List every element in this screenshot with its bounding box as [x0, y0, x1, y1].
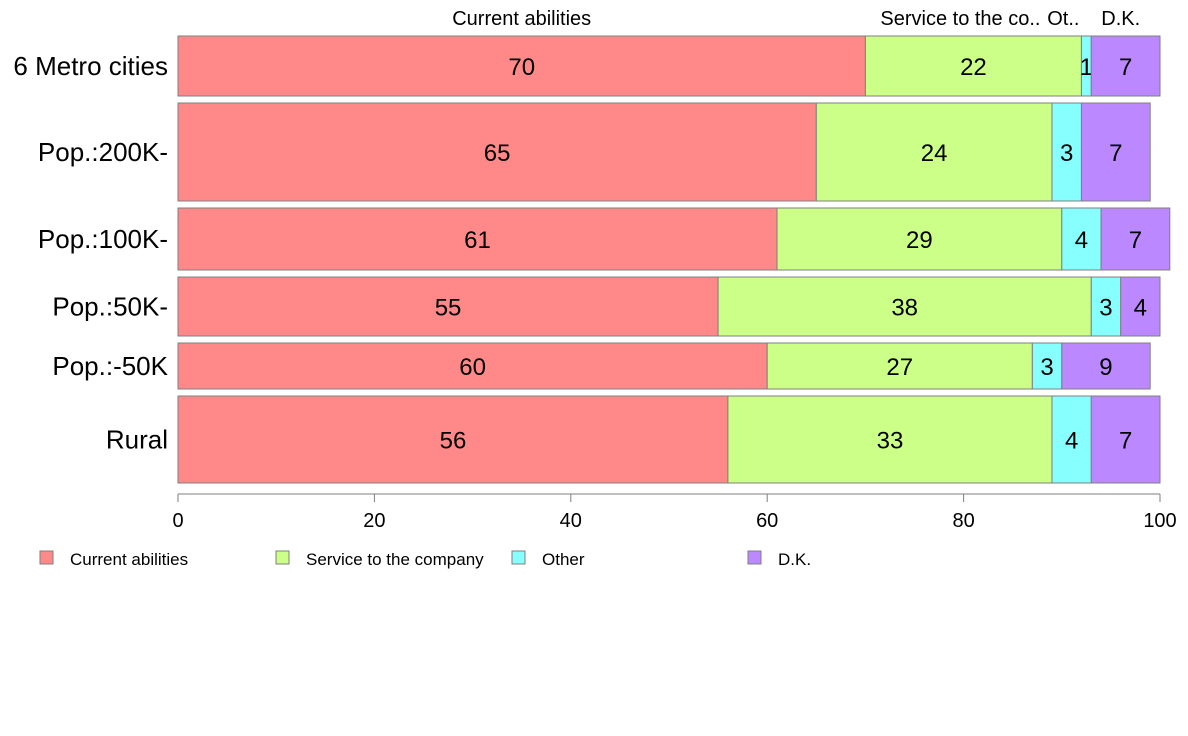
x-tick-label-5: 100	[1143, 510, 1176, 532]
legend-swatch-3	[747, 550, 762, 565]
data-label-3-0: 55	[435, 295, 462, 322]
category-label-4: Pop.:-50K	[52, 351, 168, 381]
legend-label-0: Current abilities	[70, 550, 188, 569]
data-label-4-3: 9	[1099, 354, 1112, 381]
data-label-2-2: 4	[1075, 227, 1088, 254]
data-label-4-0: 60	[459, 354, 486, 381]
data-label-1-3: 7	[1109, 140, 1122, 167]
bar-segment-2-3	[1100, 207, 1171, 271]
bar-segment-3-0	[177, 276, 719, 337]
legend-label-1: Service to the company	[306, 550, 484, 569]
top-label-2: Ot..	[1047, 8, 1079, 30]
bar-segment-5-3	[1090, 395, 1161, 484]
data-label-0-2: 1	[1080, 54, 1093, 81]
category-label-5: Rural	[106, 425, 168, 455]
data-label-4-2: 3	[1040, 354, 1053, 381]
data-label-4-1: 27	[886, 354, 913, 381]
data-label-5-2: 4	[1065, 428, 1078, 455]
bar-segment-5-1	[727, 395, 1053, 484]
data-label-2-0: 61	[464, 227, 491, 254]
data-label-1-0: 65	[484, 140, 511, 167]
legend-swatch-1	[275, 550, 290, 565]
top-label-3: D.K.	[1101, 8, 1140, 30]
data-label-1-2: 3	[1060, 140, 1073, 167]
legend-label-3: D.K.	[778, 550, 811, 569]
data-label-0-3: 7	[1119, 54, 1132, 81]
category-label-3: Pop.:50K-	[52, 292, 168, 322]
bar-segment-4-1	[766, 342, 1033, 390]
bar-segment-1-0	[177, 102, 817, 202]
x-tick-label-2: 40	[560, 510, 582, 532]
x-tick-label-3: 60	[756, 510, 778, 532]
bar-segment-4-2	[1031, 342, 1063, 390]
data-label-5-1: 33	[877, 428, 904, 455]
bar-segment-0-0	[177, 35, 866, 97]
data-label-3-3: 4	[1134, 295, 1147, 322]
bar-segment-4-0	[177, 342, 768, 390]
bar-segment-2-1	[776, 207, 1063, 271]
data-label-2-1: 29	[906, 227, 933, 254]
bar-segment-5-0	[177, 395, 729, 484]
data-label-0-0: 70	[508, 54, 535, 81]
bar-segment-1-2	[1051, 102, 1082, 202]
bar-segment-0-3	[1090, 35, 1161, 97]
data-label-3-2: 3	[1099, 295, 1112, 322]
bar-segment-3-3	[1120, 276, 1161, 337]
top-label-0: Current abilities	[452, 8, 591, 30]
data-label-0-1: 22	[960, 54, 987, 81]
data-label-2-3: 7	[1129, 227, 1142, 254]
x-tick-label-0: 0	[172, 510, 183, 532]
category-label-0: 6 Metro cities	[13, 51, 168, 81]
bar-segment-4-3	[1061, 342, 1151, 390]
data-label-3-1: 38	[891, 295, 918, 322]
legend-swatch-0	[39, 550, 54, 565]
bar-segment-3-1	[717, 276, 1092, 337]
top-label-1: Service to the co..	[880, 8, 1040, 30]
category-label-1: Pop.:200K-	[38, 137, 168, 167]
data-label-1-1: 24	[921, 140, 948, 167]
x-tick-label-1: 20	[363, 510, 385, 532]
bar-segment-1-3	[1080, 102, 1151, 202]
legend-label-2: Other	[542, 550, 585, 569]
legend-swatch-2	[511, 550, 526, 565]
data-label-5-0: 56	[440, 428, 467, 455]
bar-segment-5-2	[1051, 395, 1092, 484]
bar-segment-2-0	[177, 207, 778, 271]
bar-segment-0-1	[864, 35, 1082, 97]
category-label-2: Pop.:100K-	[38, 224, 168, 254]
x-tick-label-4: 80	[952, 510, 974, 532]
data-label-5-3: 7	[1119, 428, 1132, 455]
bar-segment-1-1	[815, 102, 1053, 202]
